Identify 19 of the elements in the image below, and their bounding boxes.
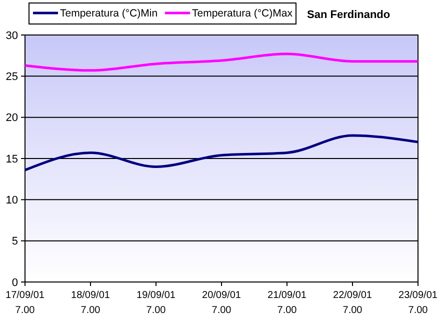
y-tick-label: 10 xyxy=(6,194,18,207)
y-tick-label: 30 xyxy=(6,30,18,42)
x-tick-label: 21/09/01 7.00 xyxy=(268,290,307,316)
y-tick-label: 5 xyxy=(12,236,18,248)
chart-title: San Ferdinando xyxy=(307,8,390,21)
x-tick-label: 22/09/01 7.00 xyxy=(333,290,372,316)
legend-label: Temperatura (°C)Max xyxy=(192,8,294,20)
x-tick-label: 23/09/01 7.00 xyxy=(398,290,438,316)
x-tick-label: 20/09/01 7.00 xyxy=(202,290,242,316)
y-tick-label: 0 xyxy=(12,276,18,289)
y-tick-label: 20 xyxy=(6,112,18,124)
y-tick-label: 15 xyxy=(6,153,18,166)
y-tick-label: 25 xyxy=(6,71,18,84)
x-tick-label: 19/09/01 7.00 xyxy=(136,290,176,316)
line-series xyxy=(24,52,420,72)
x-tick-label: 18/09/01 7.00 xyxy=(71,290,110,316)
x-tick-label: 17/09/01 7.00 xyxy=(6,290,45,316)
legend-label: Temperatura (°C)Min xyxy=(60,8,158,20)
line-series xyxy=(24,134,420,172)
